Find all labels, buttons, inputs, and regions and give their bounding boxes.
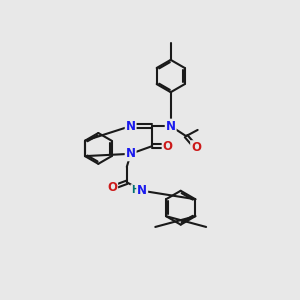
- Text: O: O: [163, 140, 172, 153]
- Text: O: O: [191, 141, 201, 154]
- Text: O: O: [107, 181, 117, 194]
- Text: N: N: [126, 120, 136, 133]
- Text: N: N: [126, 147, 136, 160]
- Text: H: H: [131, 185, 139, 195]
- Text: N: N: [137, 184, 147, 197]
- Text: N: N: [166, 120, 176, 133]
